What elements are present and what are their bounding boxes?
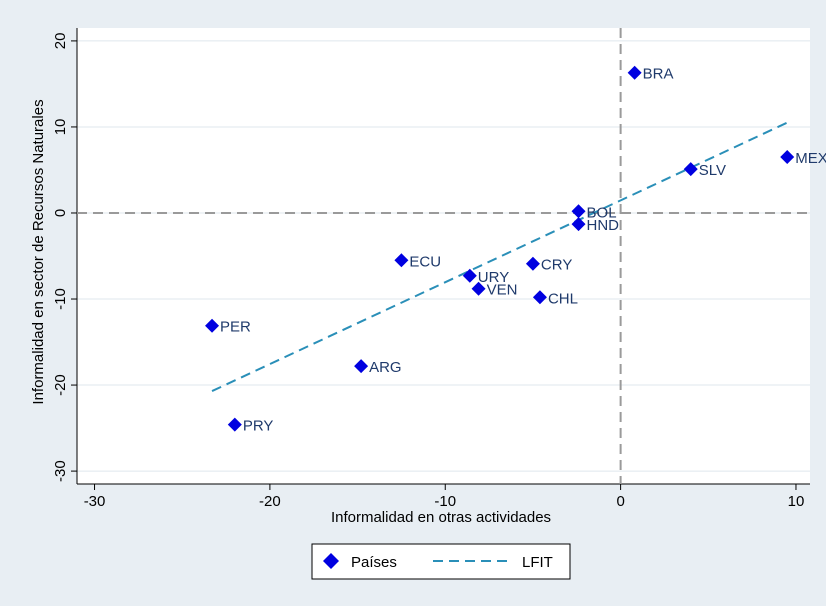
y-tick-label: -20	[52, 374, 69, 396]
point-label-bol: BOL	[587, 204, 617, 221]
plot-area	[77, 28, 810, 484]
point-label-ecu: ECU	[409, 253, 441, 270]
y-tick-label: -10	[52, 288, 69, 310]
y-tick-label: 0	[52, 209, 69, 217]
data-point-arg	[354, 359, 369, 374]
point-label-hnd: HND	[587, 217, 620, 234]
point-label-arg: ARG	[369, 359, 402, 376]
data-point-bol	[571, 204, 586, 219]
data-point-mex	[780, 150, 795, 165]
point-label-chl: CHL	[548, 290, 578, 307]
y-axis-title: Informalidad en sector de Recursos Natur…	[30, 99, 47, 404]
data-point-ecu	[394, 253, 409, 268]
point-label-bra: BRA	[643, 66, 674, 83]
point-label-per: PER	[220, 319, 251, 336]
data-point-hnd	[571, 217, 586, 232]
legend: Países LFIT	[311, 543, 571, 580]
legend-label-lfit: LFIT	[522, 554, 553, 571]
x-tick-label: -30	[84, 493, 106, 510]
data-point-ury	[462, 268, 477, 283]
point-label-ury: URY	[478, 269, 509, 286]
point-label-ven: VEN	[487, 282, 518, 299]
legend-marker-diamond	[323, 553, 339, 569]
y-tick-label: 10	[52, 119, 69, 136]
data-point-slv	[683, 162, 698, 177]
point-label-pry: PRY	[243, 418, 274, 435]
point-label-mex: MEX	[795, 150, 826, 167]
x-tick-label: 10	[788, 493, 805, 510]
data-point-ven	[471, 281, 486, 296]
data-point-bra	[627, 65, 642, 80]
point-label-cry: CRY	[541, 257, 572, 274]
y-tick-label: 20	[52, 33, 69, 50]
data-point-pry	[227, 417, 242, 432]
x-tick-label: 0	[616, 493, 624, 510]
x-axis-title: Informalidad en otras actividades	[331, 509, 551, 526]
point-label-slv: SLV	[699, 162, 726, 179]
data-point-chl	[532, 290, 547, 305]
x-tick-label: -20	[259, 493, 281, 510]
y-tick-label: -30	[52, 460, 69, 482]
legend-label-paises: Países	[351, 554, 397, 571]
data-point-cry	[525, 256, 540, 271]
x-tick-label: -10	[434, 493, 456, 510]
data-point-per	[205, 318, 220, 333]
